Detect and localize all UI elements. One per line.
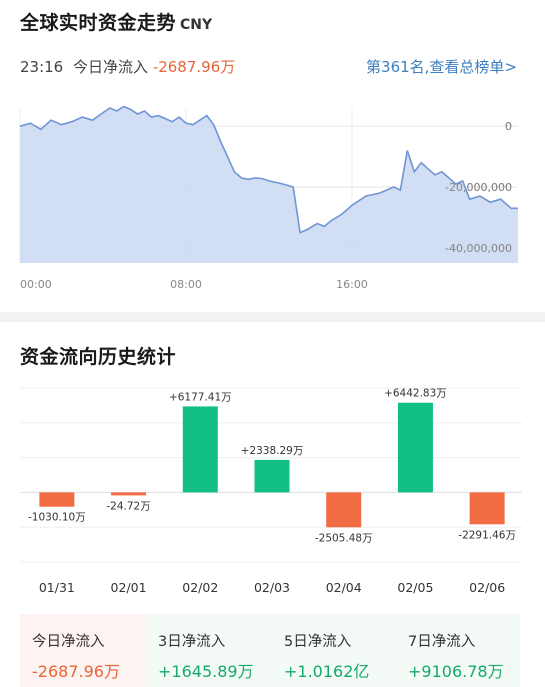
history-bar-chart: -1030.10万 01/31 -24.72万 02/01 +6177.41万 02/02… [20, 387, 522, 595]
net-inflow-summary: 今日净流入 -2687.96万 3日净流入 +1645.89万 5日净流入 +1… [20, 614, 520, 687]
bar-date-label: 02/03 [254, 580, 290, 595]
realtime-fund-trend-card: 全球实时资金走势 CNY 23:16 今日净流入 -2687.96万 第361名,… [0, 0, 545, 312]
bar-date-label: 02/02 [182, 580, 218, 595]
summary-5day: 5日净流入 +1.0162亿 [272, 614, 396, 687]
trend-y-tick-label-overlay: 0 [505, 120, 512, 133]
realtime-trend-chart: 0-20,000,000-40,000,0000-20,000,000-40,0… [19, 105, 518, 291]
flow-bar [111, 492, 147, 496]
history-title: 资金流向历史统计 [20, 346, 177, 368]
summary-7day-value: +9106.78万 [408, 662, 504, 681]
bar-value-label: -2291.46万 [458, 529, 516, 541]
bar-value-label: +6177.41万 [169, 391, 232, 403]
summary-3day-label: 3日净流入 [158, 634, 226, 650]
current-time: 23:16 [20, 58, 64, 76]
today-net-inflow-row: 23:16 今日净流入 -2687.96万 [20, 56, 235, 77]
flow-bar [254, 459, 290, 493]
summary-7day-label: 7日净流入 [408, 634, 476, 650]
bar-value-label: -2505.48万 [315, 532, 373, 544]
trend-line [19, 105, 518, 234]
summary-today-label: 今日净流入 [32, 634, 105, 650]
bar-date-label: 01/31 [39, 580, 75, 595]
net-inflow-value: -2687.96万 [152, 58, 236, 76]
flow-bar [469, 492, 505, 525]
bar-date-label: 02/06 [469, 580, 505, 595]
summary-today: 今日净流入 -2687.96万 [20, 614, 146, 687]
summary-7day: 7日净流入 +9106.78万 [396, 614, 520, 687]
trend-title: 全球实时资金走势 CNY [20, 8, 212, 35]
currency-label: CNY [180, 17, 213, 33]
trend-y-tick-label-overlay: -40,000,000 [445, 242, 512, 255]
trend-y-tick-label: 0 [505, 120, 512, 133]
summary-today-value: -2687.96万 [32, 662, 120, 681]
flow-bar [182, 406, 218, 493]
summary-3day: 3日净流入 +1645.89万 [146, 614, 272, 687]
net-inflow-label: 今日净流入 [73, 58, 149, 76]
bar-value-label: +6442.83万 [384, 388, 447, 400]
trend-y-tick-label-overlay: -20,000,000 [445, 181, 512, 194]
bar-date-label: 02/04 [326, 580, 362, 595]
bar-value-label: -1030.10万 [28, 512, 86, 524]
flow-bar [326, 492, 362, 528]
trend-x-tick-label: 00:00 [20, 278, 52, 291]
bar-date-label: 02/05 [397, 580, 433, 595]
summary-5day-label: 5日净流入 [284, 634, 352, 650]
flow-bar [397, 402, 433, 493]
trend-area [20, 106, 518, 263]
trend-title-text: 全球实时资金走势 [20, 12, 177, 34]
flow-bar [39, 492, 75, 507]
trend-x-tick-label: 08:00 [170, 278, 202, 291]
fund-flow-history-card: 资金流向历史统计 -1030.10万 01/31 -24.72万 02/01 +6177… [0, 322, 545, 687]
bar-value-label: +2338.29万 [241, 445, 304, 457]
summary-5day-value: +1.0162亿 [284, 662, 370, 681]
trend-x-tick-label: 16:00 [336, 278, 368, 291]
bar-date-label: 02/01 [111, 580, 147, 595]
summary-3day-value: +1645.89万 [158, 662, 254, 681]
bar-value-label: -24.72万 [106, 500, 150, 512]
view-rank-list-link[interactable]: 第361名,查看总榜单> [366, 58, 517, 76]
